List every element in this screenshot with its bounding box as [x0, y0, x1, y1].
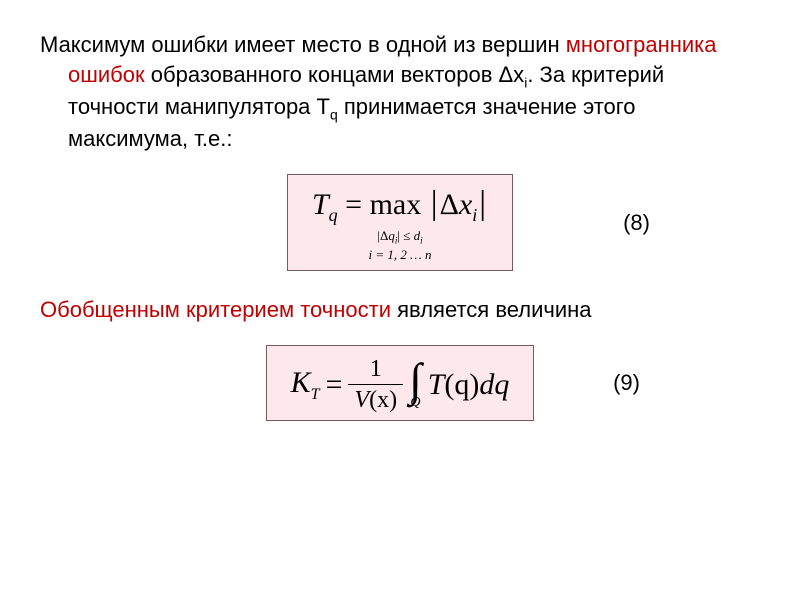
eq9-fraction: 1 V(x) [348, 356, 403, 414]
eq8-c1-dsub: i [420, 236, 423, 246]
eq9-V: V [354, 387, 369, 413]
eq8-cond1: |Δqi| ≤ di [312, 228, 488, 247]
eq9-K: K [291, 366, 311, 399]
eq9-dq: dq [479, 368, 509, 401]
p1-t1: Максимум ошибки имеет место в одной из в… [40, 32, 566, 57]
eq9-T: T [428, 368, 445, 401]
integral-icon: ∫ [409, 359, 422, 400]
paragraph-2: Обобщенным критерием точности является в… [40, 295, 760, 325]
eq9-den: V(x) [348, 384, 403, 413]
equation-8-row: Tq = max |Δxi| |Δqi| ≤ di i = 1, 2 … n (… [40, 174, 760, 271]
eq8-delta: Δ [440, 188, 459, 221]
eq8-c1-pre: |Δ [377, 228, 388, 243]
eq9-int-sub: Q [410, 396, 420, 410]
eq8-T: T [312, 188, 329, 221]
eq8-abs-open: | [429, 185, 440, 222]
equation-9-main: KT = 1 V(x) ∫ Q T(q)dq [291, 356, 510, 414]
eq9-q: (q) [444, 368, 479, 401]
p2-t2: является величина [391, 297, 592, 322]
eq8-abs-close: | [477, 185, 488, 222]
p2-t1-red: Обобщенным критерием точности [40, 297, 391, 322]
p1-t3: образованного концами векторов Δx [145, 62, 525, 87]
equation-8-number: (8) [623, 210, 650, 236]
eq8-cond2: i = 1, 2 … n [312, 247, 488, 264]
p1-t4-sub: q [330, 106, 338, 122]
eq9-Vx: (x) [369, 387, 397, 413]
equation-9-number: (9) [613, 370, 640, 396]
eq9-Ksub: T [311, 386, 320, 403]
equation-8-box: Tq = max |Δxi| |Δqi| ≤ di i = 1, 2 … n [287, 174, 513, 271]
eq9-integral: ∫ Q [409, 359, 422, 410]
paragraph-1: Максимум ошибки имеет место в одной из в… [40, 30, 760, 154]
eq8-x: x [459, 188, 472, 221]
equation-8-conditions: |Δqi| ≤ di i = 1, 2 … n [312, 228, 488, 264]
eq8-Tsub: q [329, 205, 338, 225]
equation-8-main: Tq = max |Δxi| [312, 185, 488, 226]
eq8-max: max [370, 188, 422, 221]
eq8-c1-mid: | ≤ [397, 228, 413, 243]
eq8-eq: = [345, 188, 369, 221]
eq9-num: 1 [364, 356, 388, 384]
equation-9-row: KT = 1 V(x) ∫ Q T(q)dq (9) [40, 345, 760, 421]
eq9-eq: = [326, 368, 343, 402]
equation-9-box: KT = 1 V(x) ∫ Q T(q)dq [266, 345, 535, 421]
